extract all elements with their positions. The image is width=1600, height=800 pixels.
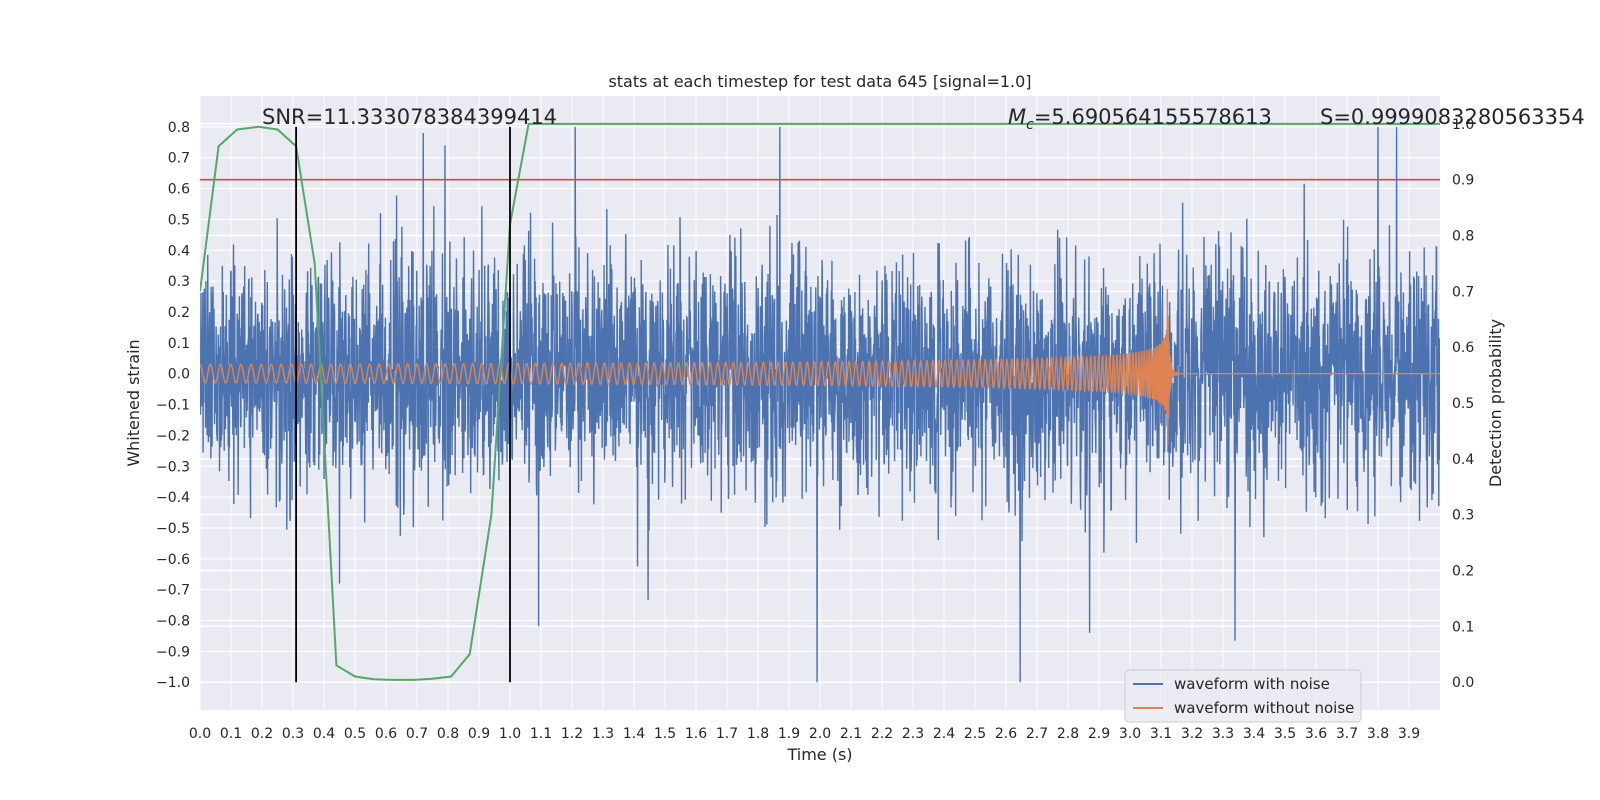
x-tick-label: 0.7: [406, 726, 428, 742]
y-tick-label: −0.7: [156, 583, 190, 599]
y-tick-label: −0.9: [156, 644, 190, 660]
legend: waveform with noise waveform without noi…: [1124, 669, 1362, 723]
x-tick-label: 2.3: [902, 726, 924, 742]
x-tick-label: 0.1: [220, 726, 242, 742]
x-tick-label: 2.1: [840, 726, 862, 742]
x-tick-label: 0.6: [375, 726, 397, 742]
y2-tick-label: 0.7: [1452, 284, 1474, 300]
y2-tick-label: 0.6: [1452, 340, 1474, 356]
x-tick-label: 2.0: [809, 726, 831, 742]
probability-line: [200, 122, 1440, 681]
legend-label-clean: waveform without noise: [1174, 699, 1354, 717]
y-tick-label: −0.2: [156, 428, 190, 444]
x-tick-label: 1.6: [685, 726, 707, 742]
clean-waveform-line: [200, 288, 1440, 446]
x-tick-label: 2.2: [871, 726, 893, 742]
y2-tick-label: 0.2: [1452, 563, 1474, 579]
y2-tick-label: 0.8: [1452, 229, 1474, 245]
y-tick-label: 0.6: [168, 182, 190, 198]
x-tick-label: 1.8: [747, 726, 769, 742]
snr-annotation: SNR=11.333078384399414: [262, 105, 557, 129]
x-tick-label: 2.4: [933, 726, 955, 742]
marker-lines: [295, 126, 511, 683]
y2-axis-label: Detection probability: [1486, 319, 1505, 487]
x-tick-label: 0.4: [313, 726, 335, 742]
y-axis-ticks: 0.8 0.7 0.6 0.5 0.4 0.3 0.2 0.1 0.0 −0.1 −0.2 −0.3 −…: [156, 120, 190, 691]
x-tick-label: 3.8: [1367, 726, 1389, 742]
legend-label-noise: waveform with noise: [1174, 675, 1330, 693]
mc-value: =5.690564155578613: [1034, 105, 1272, 129]
x-tick-label: 3.5: [1274, 726, 1296, 742]
y-tick-label: −0.3: [156, 459, 190, 475]
y2-axis-ticks: 1.0 0.9 0.8 0.7 0.6 0.5 0.4 0.3 0.2 0.1 0.0: [1452, 117, 1474, 691]
y-axis-label: Whitened strain: [124, 339, 143, 466]
x-tick-label: 3.4: [1243, 726, 1265, 742]
x-tick-label: 0.8: [437, 726, 459, 742]
y2-tick-label: 0.1: [1452, 619, 1474, 635]
y-tick-label: −0.6: [156, 552, 190, 568]
x-tick-label: 1.3: [592, 726, 614, 742]
y-tick-label: 0.4: [168, 243, 190, 259]
x-tick-label: 2.9: [1088, 726, 1110, 742]
x-tick-label: 1.5: [654, 726, 676, 742]
x-tick-label: 1.9: [778, 726, 800, 742]
mc-subscript: c: [1026, 117, 1034, 133]
y-tick-label: 0.3: [168, 274, 190, 290]
mc-annotation: Mc=5.690564155578613: [1008, 105, 1272, 133]
x-tick-label: 0.0: [189, 726, 211, 742]
x-tick-label: 1.4: [623, 726, 645, 742]
x-tick-label: 2.5: [964, 726, 986, 742]
y-tick-label: 0.5: [168, 212, 190, 228]
x-axis-ticks: 0.0 0.1 0.2 0.3 0.4 0.5 0.6 0.7 0.8 0.9 1.0 1.1 1.2 1…: [189, 726, 1420, 742]
chart-title: stats at each timestep for test data 645…: [608, 72, 1031, 91]
y-tick-label: 0.8: [168, 120, 190, 136]
y2-tick-label: 1.0: [1452, 117, 1474, 133]
x-tick-label: 3.1: [1150, 726, 1172, 742]
x-tick-label: 1.2: [561, 726, 583, 742]
s-annotation: S=0.9999083280563354: [1320, 105, 1585, 129]
x-axis-label: Time (s): [786, 745, 852, 764]
x-tick-label: 3.2: [1181, 726, 1203, 742]
y2-tick-label: 0.5: [1452, 396, 1474, 412]
y-tick-label: 0.2: [168, 305, 190, 321]
x-tick-label: 0.2: [251, 726, 273, 742]
x-tick-label: 0.5: [344, 726, 366, 742]
x-tick-label: 0.3: [282, 726, 304, 742]
y-tick-label: 0.1: [168, 336, 190, 352]
y-tick-label: 0.7: [168, 151, 190, 167]
noise-waveform-line: [200, 126, 1440, 683]
y-tick-label: −0.4: [156, 490, 190, 506]
y2-tick-label: 0.3: [1452, 508, 1474, 524]
x-tick-label: 2.6: [995, 726, 1017, 742]
x-tick-label: 2.7: [1026, 726, 1048, 742]
y2-tick-label: 0.4: [1452, 452, 1474, 468]
x-tick-label: 1.7: [716, 726, 738, 742]
y2-tick-label: 0.0: [1452, 675, 1474, 691]
series-group: [200, 122, 1440, 683]
x-tick-label: 2.8: [1057, 726, 1079, 742]
y-tick-label: −0.8: [156, 614, 190, 630]
y-tick-label: −0.1: [156, 398, 190, 414]
x-tick-label: 3.9: [1398, 726, 1420, 742]
legend-box: [1124, 669, 1362, 723]
x-tick-label: 0.9: [468, 726, 490, 742]
x-tick-label: 1.1: [530, 726, 552, 742]
x-tick-label: 3.7: [1336, 726, 1358, 742]
y-tick-label: 0.0: [168, 367, 190, 383]
mc-symbol: M: [1008, 105, 1026, 129]
x-tick-label: 3.0: [1119, 726, 1141, 742]
y-tick-label: −0.5: [156, 521, 190, 537]
x-tick-label: 1.0: [499, 726, 521, 742]
x-tick-label: 3.3: [1212, 726, 1234, 742]
x-tick-label: 3.6: [1305, 726, 1327, 742]
y2-tick-label: 0.9: [1452, 173, 1474, 189]
y-tick-label: −1.0: [156, 675, 190, 691]
